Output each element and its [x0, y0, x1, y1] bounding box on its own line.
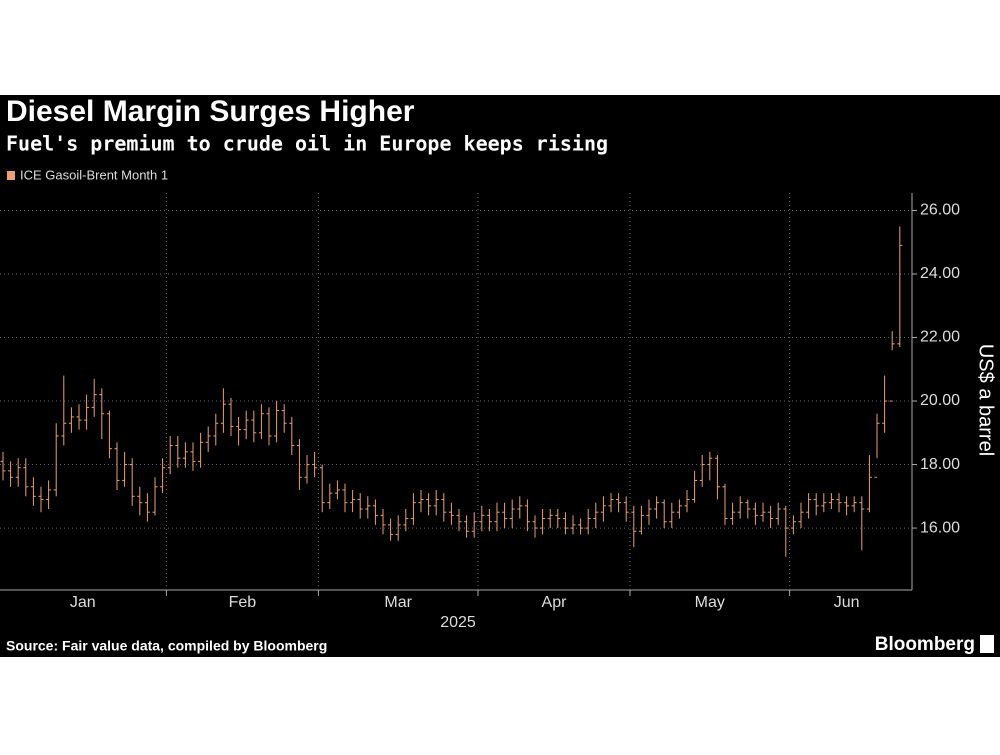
x-tick-label: Jun [834, 594, 860, 611]
brand: Bloomberg [875, 634, 975, 655]
chart-title: Diesel Margin Surges Higher [6, 95, 415, 128]
x-tick-label: May [695, 594, 725, 611]
y-axis-label: US$ a barrel [975, 344, 997, 456]
x-tick-label: Jan [70, 594, 96, 611]
background [0, 95, 1000, 657]
y-tick-label: 16.00 [920, 519, 960, 536]
legend-swatch [7, 171, 15, 180]
x-axis-label: 2025 [440, 614, 476, 631]
x-tick-label: Feb [229, 594, 257, 611]
legend-label: ICE Gasoil-Brent Month 1 [20, 167, 168, 182]
y-tick-label: 24.00 [920, 265, 960, 282]
chart-subtitle: Fuel's premium to crude oil in Europe ke… [6, 132, 608, 156]
y-tick-label: 22.00 [920, 329, 960, 346]
x-tick-label: Apr [542, 594, 568, 611]
x-tick-label: Mar [384, 594, 412, 611]
y-tick-label: 26.00 [920, 202, 960, 219]
y-tick-label: 20.00 [920, 392, 960, 409]
y-tick-label: 18.00 [920, 456, 960, 473]
brand-icon [980, 635, 994, 653]
source: Source: Fair value data, compiled by Blo… [6, 638, 327, 654]
